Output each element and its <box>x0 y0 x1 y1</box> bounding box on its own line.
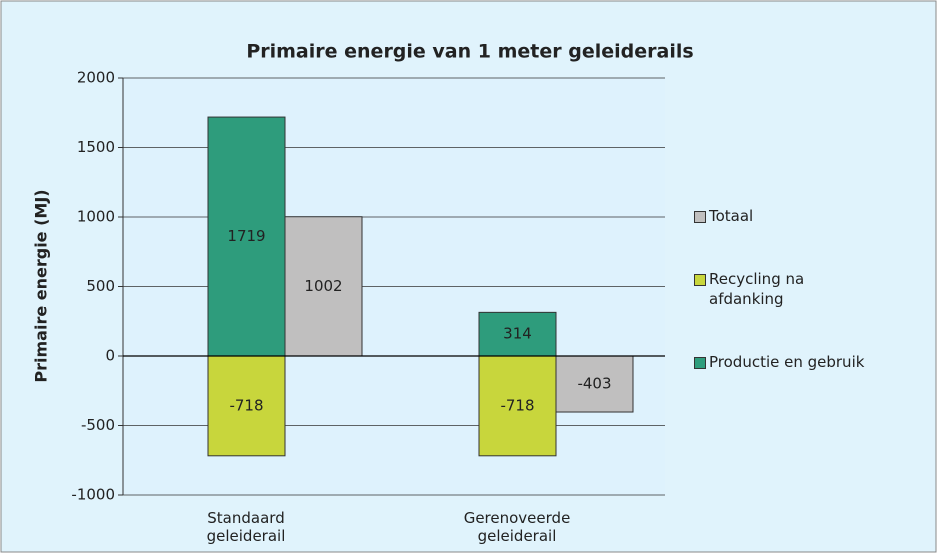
data-label: 1719 <box>227 227 265 245</box>
y-tick-label: 1000 <box>77 208 115 226</box>
data-label: -718 <box>500 396 534 414</box>
data-label: 314 <box>503 325 532 343</box>
bar <box>478 355 557 457</box>
data-label: -718 <box>229 396 263 414</box>
legend-item: Recycling na afdanking <box>686 269 918 309</box>
x-tick-label: Standaard geleiderail <box>206 509 286 545</box>
legend-label: Productie en gebruik <box>709 353 865 372</box>
legend-label: Recycling na afdanking <box>709 269 805 308</box>
data-label: 1002 <box>304 277 342 295</box>
legend-swatch <box>694 357 706 370</box>
bar <box>478 311 557 357</box>
y-tick-label: -1000 <box>71 486 115 504</box>
legend-swatch <box>694 273 706 286</box>
bar <box>207 355 286 457</box>
bar <box>284 216 363 357</box>
y-axis-label: Primaire energie (MJ) <box>32 189 51 382</box>
y-tick-label: 0 <box>105 347 115 365</box>
y-tick-label: 2000 <box>77 69 115 87</box>
y-tick-label: 1500 <box>77 138 115 156</box>
data-label: -403 <box>577 375 611 393</box>
y-tick-label: 500 <box>86 277 115 295</box>
bar <box>555 355 634 413</box>
legend-label: Totaal <box>709 206 754 225</box>
legend-swatch <box>694 210 706 223</box>
legend-item: Productie en gebruik <box>686 352 918 372</box>
legend: Totaal Recycling na afdanking Productie en… <box>686 176 918 402</box>
bar <box>207 116 286 357</box>
y-tick-label: -500 <box>81 416 115 434</box>
x-tick-label: Gerenoveerde geleiderail <box>463 509 571 545</box>
chart-title: Primaire energie van 1 meter geleiderail… <box>246 41 693 63</box>
legend-item: Totaal <box>686 206 918 226</box>
